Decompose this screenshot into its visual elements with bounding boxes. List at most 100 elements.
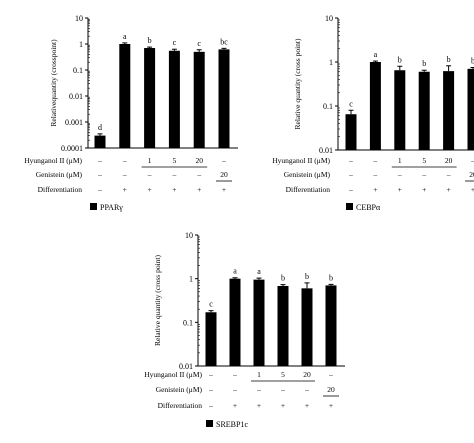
legend-label: CEBPα xyxy=(356,203,381,212)
bar xyxy=(168,50,180,149)
bar xyxy=(229,278,241,366)
treatment-value: – xyxy=(221,156,226,165)
bar xyxy=(94,135,106,148)
treatment-value: – xyxy=(446,170,451,179)
significance-letter: b xyxy=(398,55,402,64)
treatment-value: + xyxy=(222,185,226,194)
significance-letter: c xyxy=(173,38,177,47)
treatment-value: 20 xyxy=(195,156,203,165)
bar xyxy=(443,71,455,150)
treatment-row-label: Genistein (μM) xyxy=(36,170,83,179)
treatment-value: – xyxy=(147,170,152,179)
treatment-value: – xyxy=(256,385,261,394)
significance-letter: b xyxy=(329,273,333,282)
treatment-value: 20 xyxy=(220,170,228,179)
treatment-value: + xyxy=(123,185,127,194)
significance-letter: a xyxy=(233,267,237,276)
treatment-value: – xyxy=(172,170,177,179)
y-tick-label: 0.1 xyxy=(183,318,193,327)
treatment-row-label: Genistein (μM) xyxy=(284,170,331,179)
legend-label: PPARγ xyxy=(100,203,123,212)
treatment-value: – xyxy=(97,185,102,194)
treatment-value: – xyxy=(304,385,309,394)
treatment-row-label: Differentiation xyxy=(286,185,331,194)
treatment-value: + xyxy=(147,185,151,194)
y-tick-label: 10 xyxy=(185,231,193,240)
treatment-value: – xyxy=(97,170,102,179)
y-tick-label: 0.1 xyxy=(323,102,333,111)
treatment-value: + xyxy=(233,401,237,410)
significance-letter: a xyxy=(257,267,261,276)
treatment-value: 20 xyxy=(303,370,311,379)
y-tick-label: 0.01 xyxy=(319,146,333,155)
treatment-value: + xyxy=(422,185,426,194)
treatment-value: 5 xyxy=(281,370,285,379)
significance-letter: a xyxy=(374,50,378,59)
treatment-value: – xyxy=(122,156,127,165)
bar xyxy=(144,48,156,148)
y-tick-label: 10 xyxy=(75,14,83,23)
treatment-value: – xyxy=(348,185,353,194)
treatment-value: – xyxy=(208,370,213,379)
treatment-value: – xyxy=(196,170,201,179)
bar xyxy=(394,70,406,150)
treatment-value: – xyxy=(97,156,102,165)
treatment-value: – xyxy=(348,170,353,179)
significance-letter: bc xyxy=(220,37,228,46)
treatment-value: – xyxy=(232,385,237,394)
treatment-value: – xyxy=(208,385,213,394)
treatment-value: + xyxy=(446,185,450,194)
significance-letter: b xyxy=(422,59,426,68)
legend-label: SREBP1c xyxy=(216,420,248,429)
treatment-value: + xyxy=(398,185,402,194)
bar xyxy=(277,285,289,366)
y-tick-label: 1 xyxy=(189,275,193,284)
treatment-row-label: Differentiation xyxy=(38,185,83,194)
treatment-value: – xyxy=(122,170,127,179)
significance-letter: c xyxy=(197,39,201,48)
treatment-value: + xyxy=(257,401,261,410)
bar xyxy=(119,44,131,148)
treatment-value: 1 xyxy=(148,156,152,165)
treatment-value: 5 xyxy=(173,156,177,165)
y-tick-label: 1 xyxy=(329,58,333,67)
bar xyxy=(345,114,357,150)
treatment-value: + xyxy=(172,185,176,194)
bar xyxy=(218,49,230,149)
treatment-value: + xyxy=(281,401,285,410)
significance-letter: b xyxy=(471,56,474,65)
treatment-value: – xyxy=(470,156,474,165)
treatment-value: 20 xyxy=(469,170,474,179)
y-axis-label: Relative quantity (cross point) xyxy=(153,254,162,346)
bar xyxy=(418,71,430,150)
y-tick-label: 0.01 xyxy=(179,362,193,371)
significance-letter: b xyxy=(305,272,309,281)
treatment-value: – xyxy=(280,385,285,394)
treatment-row-label: Differentiation xyxy=(158,401,203,410)
treatment-value: – xyxy=(348,156,353,165)
treatment-value: – xyxy=(421,170,426,179)
significance-letter: a xyxy=(123,32,127,41)
treatment-row-label: Hyunganol II (μM) xyxy=(24,156,82,165)
treatment-value: + xyxy=(305,401,309,410)
significance-letter: b xyxy=(281,274,285,283)
treatment-value: 1 xyxy=(257,370,261,379)
treatment-value: + xyxy=(373,185,377,194)
treatment-row-label: Hyunganol II (μM) xyxy=(272,156,330,165)
treatment-value: 1 xyxy=(398,156,402,165)
bar xyxy=(301,288,313,366)
bar xyxy=(325,285,337,366)
significance-letter: b xyxy=(447,55,451,64)
treatment-value: – xyxy=(328,370,333,379)
bar xyxy=(369,62,381,150)
treatment-row-label: Genistein (μM) xyxy=(156,385,203,394)
treatment-value: – xyxy=(208,401,213,410)
treatment-value: – xyxy=(373,170,378,179)
treatment-value: + xyxy=(471,185,474,194)
y-tick-label: 1 xyxy=(79,40,83,49)
y-tick-label: 0.01 xyxy=(69,92,83,101)
significance-letter: c xyxy=(349,99,353,108)
treatment-value: 20 xyxy=(445,156,453,165)
bar xyxy=(205,312,217,366)
